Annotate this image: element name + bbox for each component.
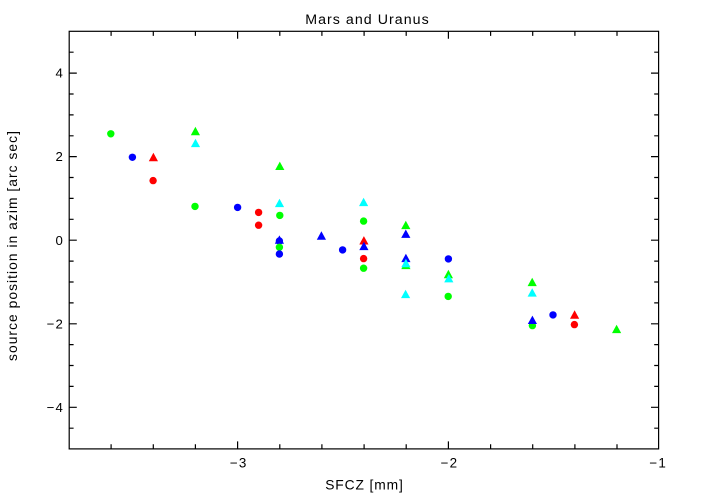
svg-text:0: 0 [55, 233, 64, 248]
svg-text:−2: −2 [47, 316, 64, 331]
svg-text:−4: −4 [47, 400, 64, 415]
svg-text:source position in azim [arc s: source position in azim [arc sec] [5, 130, 20, 361]
svg-text:2: 2 [55, 149, 64, 164]
svg-text:4: 4 [55, 66, 64, 81]
svg-text:SFCZ [mm]: SFCZ [mm] [325, 478, 404, 493]
svg-text:−2: −2 [441, 456, 459, 471]
svg-text:−1: −1 [649, 456, 667, 471]
svg-text:−3: −3 [230, 456, 248, 471]
svg-text:Mars and Uranus: Mars and Uranus [305, 12, 430, 28]
